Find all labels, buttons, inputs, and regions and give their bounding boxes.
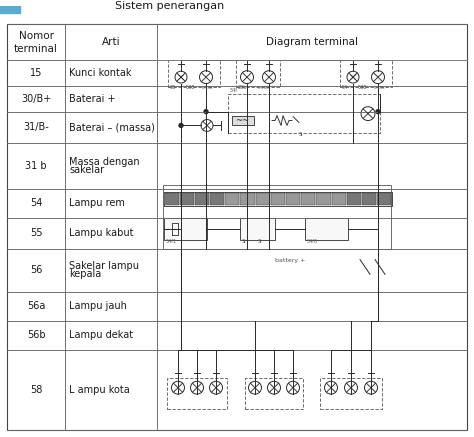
Bar [240,218,275,240]
Bar [340,60,392,87]
Text: Lampu jauh: Lampu jauh [69,302,127,312]
Text: 54: 54 [30,198,42,208]
Bar [347,194,361,205]
Text: Lampu dekat: Lampu dekat [69,330,133,340]
Text: battery +: battery + [275,259,305,264]
Text: Sistem penerangan: Sistem penerangan [115,1,224,11]
Circle shape [179,124,183,128]
Text: Sakelar lampu: Sakelar lampu [69,261,139,271]
Text: 0.188: 0.188 [202,86,214,90]
Text: Si: Si [299,132,303,137]
Bar [180,194,194,205]
Bar [168,60,220,87]
Text: 0.188: 0.188 [374,86,386,90]
Text: Kunci kontak: Kunci kontak [69,68,131,78]
Bar [377,194,392,205]
Text: 54: 54 [342,85,348,90]
Text: kepala: kepala [69,269,101,279]
Text: Diagram terminal: Diagram terminal [266,37,358,47]
Text: 56: 56 [30,265,42,275]
Bar [228,94,380,133]
Text: Si: Si [258,239,263,244]
Text: Massa dengan: Massa dengan [69,157,140,167]
Circle shape [376,110,380,114]
Text: 58: 58 [30,385,42,395]
Text: 54f1: 54f1 [166,239,177,244]
Text: 30/B+: 30/B+ [21,94,51,104]
Text: 56b: 56b [27,330,46,340]
Text: 20b: 20b [238,85,247,90]
Bar [301,194,316,205]
Text: ~~: ~~ [235,116,249,125]
Bar [232,116,254,125]
Text: 31 b: 31 b [25,161,47,171]
Bar [195,194,209,205]
Bar [362,194,376,205]
Text: Si: Si [242,239,246,244]
Text: 0.5(8): 0.5(8) [258,86,270,90]
Bar [271,194,285,205]
Circle shape [204,110,208,114]
Text: L ampu kota: L ampu kota [69,385,130,395]
Text: sakelar: sakelar [69,165,104,175]
Bar [167,378,227,409]
Text: Lampu kabut: Lampu kabut [69,229,134,239]
Text: 55: 55 [30,229,42,239]
Bar [332,194,346,205]
Bar [236,60,280,87]
Text: 588: 588 [186,85,195,90]
Text: Lampu rem: Lampu rem [69,198,125,208]
Bar [225,194,239,205]
Bar [245,378,303,409]
Text: 15: 15 [30,68,42,78]
Text: 31/B-: 31/B- [23,122,49,132]
Text: 30: 30 [170,85,176,90]
Bar [240,194,255,205]
Bar [255,194,270,205]
Bar [286,194,301,205]
Bar [0,6,20,13]
Text: Baterai – (massa): Baterai – (massa) [69,122,155,132]
Bar [164,192,392,206]
Text: Nomor
terminal: Nomor terminal [14,31,58,54]
Bar [164,218,207,240]
Text: 588: 588 [358,85,367,90]
Bar [210,194,224,205]
Text: 54f0: 54f0 [307,239,318,244]
Bar [305,218,348,240]
Text: Arti: Arti [102,37,120,47]
Bar [320,378,382,409]
Text: 56a: 56a [27,302,45,312]
Text: Baterai +: Baterai + [69,94,116,104]
Bar [163,184,391,249]
Bar [164,194,179,205]
Text: 54f: 54f [230,88,238,93]
Bar [317,194,331,205]
